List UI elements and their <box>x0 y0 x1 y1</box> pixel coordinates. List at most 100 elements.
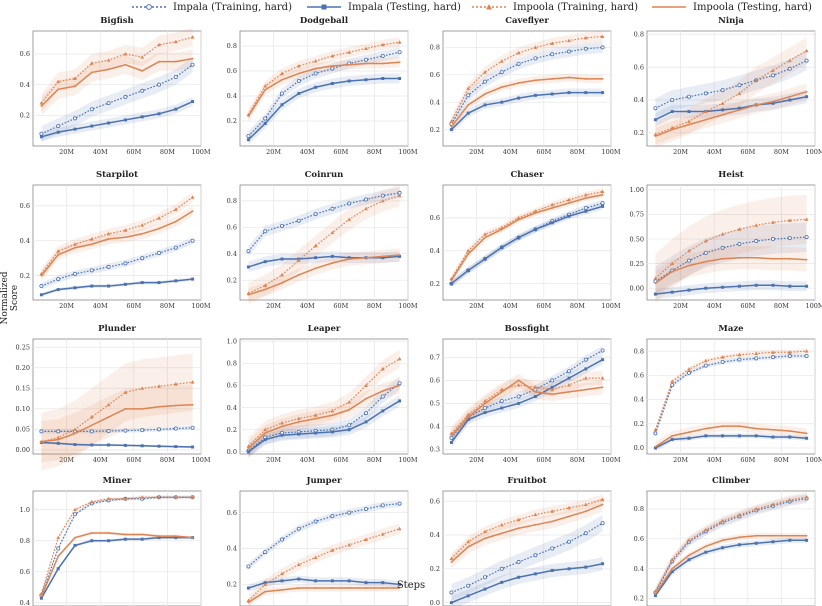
data-point <box>313 555 318 559</box>
data-point <box>56 441 60 445</box>
panel-title-miner: Miner <box>102 476 132 486</box>
data-point <box>772 428 774 431</box>
series-line-impala-training-hard- <box>654 497 807 593</box>
data-point <box>330 254 334 258</box>
data-point <box>73 271 78 276</box>
data-point <box>738 536 741 539</box>
data-point <box>688 264 690 267</box>
data-point <box>173 75 178 80</box>
x-tick-label: 80M <box>570 456 585 464</box>
data-point <box>263 116 268 121</box>
data-point <box>771 68 775 72</box>
plot-frame <box>646 490 816 606</box>
chart-coinrun: 0.2 0.4 0.6 0.8 20M 40M 60M 80M 100M <box>227 184 418 310</box>
data-point <box>467 253 470 255</box>
data-point <box>246 265 250 269</box>
data-point <box>483 529 487 534</box>
data-point <box>364 78 368 82</box>
data-point <box>347 428 351 432</box>
data-point <box>364 411 369 416</box>
data-point <box>74 246 76 249</box>
x-tick-label: 60M <box>333 302 348 310</box>
x-tick-label: 20M <box>673 148 688 156</box>
data-point <box>805 90 808 93</box>
y-tick-label: 0.2 <box>634 129 644 137</box>
data-point <box>296 416 301 421</box>
data-point <box>380 193 385 198</box>
data-point <box>787 236 792 241</box>
data-point <box>348 63 351 66</box>
x-tick-label: 40M <box>707 148 722 156</box>
data-point <box>687 558 691 562</box>
x-tick-label: 60M <box>536 148 551 156</box>
data-point <box>330 66 335 71</box>
panel-bossfight: Bossfight 0.3 0.4 0.5 0.6 0.7 20M 40M 60M 80M 100M <box>430 324 621 464</box>
data-point <box>583 376 588 380</box>
panel-title-plunder: Plunder <box>98 324 136 334</box>
series-line-impoola-training-hard- <box>40 36 193 104</box>
data-point <box>365 62 367 65</box>
data-point <box>330 54 335 58</box>
data-point <box>281 588 283 591</box>
data-point <box>466 539 471 544</box>
series-line-impoola-training-hard- <box>40 196 193 275</box>
data-point <box>174 107 178 111</box>
data-point <box>804 235 809 240</box>
y-tick-label: 0.4 <box>430 247 440 255</box>
series-line-impoola-training-hard- <box>450 498 603 560</box>
data-point <box>653 431 658 436</box>
x-tick-label: 40M <box>93 302 108 310</box>
data-point <box>703 109 708 113</box>
data-point <box>381 409 385 413</box>
data-point <box>771 350 775 354</box>
data-point <box>601 193 604 196</box>
data-point <box>398 254 402 258</box>
data-point <box>517 96 521 100</box>
data-point <box>296 64 301 68</box>
data-point <box>754 351 759 356</box>
series-line-impala-training-hard- <box>41 427 193 433</box>
data-point <box>347 79 351 83</box>
data-point <box>280 71 284 75</box>
data-point <box>264 590 267 593</box>
band-impala-training-hard- <box>655 50 807 119</box>
data-point <box>688 554 690 557</box>
chart-maze: 0.0 0.2 0.4 0.6 0.8 20M 40M 60M 80M 100M <box>634 338 822 464</box>
band-impala-training-hard- <box>451 345 603 443</box>
y-tick-label: 0.6 <box>430 214 440 222</box>
data-point <box>173 39 178 44</box>
data-point <box>330 230 335 235</box>
x-tick-label: 60M <box>536 302 551 310</box>
data-point <box>601 358 605 362</box>
x-tick-label: 80M <box>367 148 382 156</box>
data-point <box>517 82 520 84</box>
data-point <box>721 108 725 112</box>
data-point <box>567 376 571 380</box>
x-tick-label: 20M <box>469 302 484 310</box>
y-tick-label: 0.20 <box>16 364 30 372</box>
data-point <box>517 527 520 530</box>
data-point <box>787 350 792 354</box>
chart-leaper: 0.0 0.2 0.4 0.6 0.8 1.0 20M 40M 60M 80M 100M <box>227 337 418 464</box>
data-point <box>90 243 93 246</box>
data-point <box>314 587 317 589</box>
data-point <box>601 78 604 80</box>
x-tick-label: 60M <box>126 148 141 156</box>
data-point <box>174 60 177 63</box>
data-point <box>280 421 284 425</box>
data-point <box>141 232 144 235</box>
data-point <box>397 50 402 55</box>
data-point <box>247 447 250 450</box>
series-line-impoola-testing-hard- <box>450 194 603 281</box>
y-tick-label: 0.25 <box>16 343 30 351</box>
panel-title-caveflyer: Caveflyer <box>505 16 549 26</box>
series-line-impoola-training-hard- <box>247 528 400 602</box>
data-point <box>157 384 161 388</box>
data-point <box>787 66 792 71</box>
y-tick-label: 0.6 <box>430 497 440 505</box>
data-point <box>533 572 537 576</box>
x-tick-label: 40M <box>300 148 315 156</box>
data-point <box>500 86 503 89</box>
series-line-impoola-training-hard- <box>248 195 400 294</box>
data-point <box>56 277 61 282</box>
